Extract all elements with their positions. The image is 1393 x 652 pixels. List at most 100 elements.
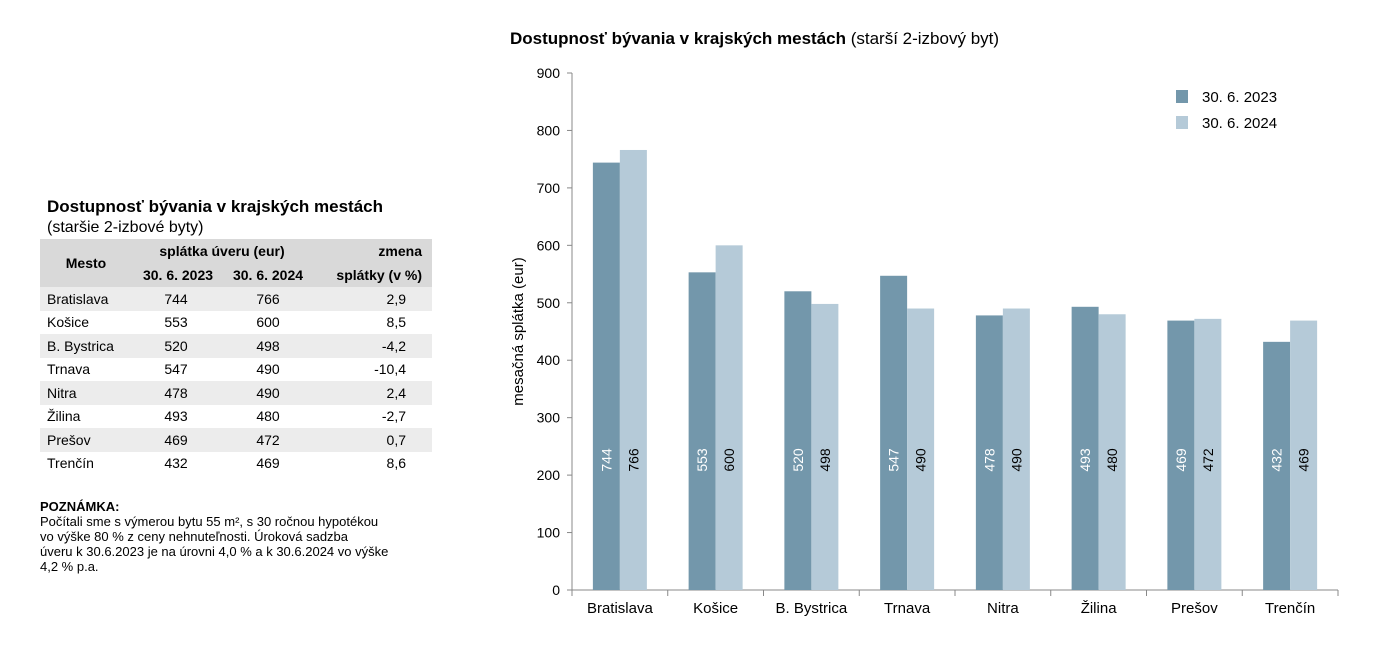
cell-change: 0,7 [312, 428, 432, 452]
cell-city: Nitra [40, 381, 132, 405]
bar-data-label: 432 [1269, 448, 1285, 472]
cell-city: B. Bystrica [40, 334, 132, 358]
cell-city: Prešov [40, 428, 132, 452]
bar-2023 [880, 275, 908, 590]
header-zmena-unit: splátky (v %) [312, 263, 432, 287]
cell-2023: 469 [132, 428, 224, 452]
cell-city: Bratislava [40, 287, 132, 311]
table-subtitle: (staršie 2-izbové byty) [47, 219, 204, 236]
y-axis-title: mesačná splátka (eur) [510, 257, 527, 405]
note-heading: POZNÁMKA: [40, 499, 120, 514]
bar-2024 [1194, 318, 1222, 590]
cell-2023: 547 [164, 361, 188, 378]
bar-2023 [1263, 341, 1291, 590]
y-tick-label: 300 [537, 410, 561, 426]
bar-2024 [619, 149, 647, 590]
cell-2023: 553 [164, 314, 188, 331]
header-zmena: zmena [312, 239, 432, 263]
note-line: 4,2 % p.a. [40, 559, 99, 574]
y-tick-label: 100 [537, 525, 561, 541]
x-tick-label: Trnava [884, 600, 931, 617]
bar-data-label: 493 [1077, 448, 1093, 472]
summary-table: Mesto splátka úveru (eur) zmena 30. 6. 2… [40, 239, 432, 475]
cell-2024: 490 [256, 361, 280, 378]
cell-change: 2,4 [312, 381, 432, 405]
table-title: Dostupnosť bývania v krajských mestách [47, 197, 383, 216]
table-row: Bratislava 744 766 2,9 [40, 287, 432, 311]
cell-2023: 493 [164, 408, 188, 425]
cell-change: 2,9 [312, 287, 432, 311]
y-tick-label: 400 [537, 352, 561, 368]
cell-2024: 472 [224, 428, 312, 452]
bar-2024 [715, 245, 743, 591]
header-date-2023: 30. 6. 2023 [132, 263, 224, 287]
bar-data-label: 600 [721, 448, 737, 472]
bar-data-label: 547 [886, 448, 902, 472]
bar-2023 [688, 272, 716, 590]
x-tick-label: Trenčín [1265, 600, 1315, 617]
bar-2023 [784, 291, 812, 590]
bar-data-label: 744 [598, 448, 614, 472]
table-row: Trnava 547 490 -10,4 [40, 358, 432, 382]
bar-data-label: 553 [694, 448, 710, 472]
x-tick-label: Bratislava [587, 600, 654, 617]
y-tick-label: 200 [537, 467, 561, 483]
bar-chart: mesačná splátka (eur) 0 100 200 300 400 500 600… [510, 65, 1339, 617]
bar-data-label: 490 [1008, 448, 1024, 472]
chart-title-rest: (starší 2-izbový byt) [846, 29, 1000, 48]
cell-city: Žilina [47, 408, 81, 425]
bar-data-label: 766 [625, 448, 641, 472]
y-tick-label: 500 [537, 295, 561, 311]
table-row: Nitra 478 490 2,4 [40, 381, 432, 405]
bar-2024 [811, 303, 839, 590]
cell-city: Košice [47, 314, 90, 331]
table-row: Trenčín 432 469 8,6 [40, 452, 432, 476]
table-row: B. Bystrica 520 498 -4,2 [40, 334, 432, 358]
y-tick-label: 0 [552, 582, 560, 598]
chart-title-bold: Dostupnosť bývania v krajských mestách [510, 29, 846, 48]
y-tick-label: 700 [537, 180, 561, 196]
cell-change: 8,5 [386, 314, 406, 331]
cell-city: Trnava [47, 361, 91, 378]
bar-2023 [975, 315, 1003, 590]
note: POZNÁMKA: Počítali sme s výmerou bytu 55… [40, 499, 440, 574]
x-tick-label: Košice [693, 600, 738, 617]
bar-2023 [592, 162, 620, 590]
bar-data-label: 490 [913, 448, 929, 472]
bar-2024 [1098, 314, 1126, 590]
cell-2024: 480 [256, 408, 280, 425]
cell-change: -2,7 [381, 408, 406, 425]
cell-2023: 744 [132, 287, 224, 311]
note-line: Počítali sme s výmerou bytu 55 m², s 30 … [40, 514, 379, 529]
bar-data-label: 498 [817, 448, 833, 472]
y-tick-label: 600 [537, 237, 561, 253]
bar-2024 [1290, 320, 1318, 590]
y-tick-label: 800 [537, 122, 561, 138]
bar-data-label: 520 [790, 448, 806, 472]
cell-change: -10,4 [374, 361, 406, 378]
note-line: vo výške 80 % z ceny nehnuteľnosti. Úrok… [40, 529, 349, 544]
table-row: Žilina 493 480 -2,7 [40, 405, 432, 429]
x-tick-label: Nitra [987, 600, 1019, 617]
x-tick-label: Žilina [1081, 600, 1118, 617]
table-row: Košice 553 600 8,5 [40, 311, 432, 335]
chart-title: Dostupnosť bývania v krajských mestách (… [510, 28, 999, 50]
bar-data-label: 472 [1200, 448, 1216, 472]
legend-label: 30. 6. 2024 [1202, 115, 1277, 132]
bar-2023 [1071, 306, 1099, 590]
bar-2024 [1002, 308, 1030, 590]
y-tick-label: 900 [537, 65, 561, 81]
cell-2023: 520 [132, 334, 224, 358]
cell-city: Trenčín [47, 455, 94, 472]
cell-2023: 432 [164, 455, 188, 472]
cell-change: -4,2 [312, 334, 432, 358]
legend-label: 30. 6. 2023 [1202, 89, 1277, 106]
header-mesto: Mesto [40, 239, 132, 287]
note-line: úveru k 30.6.2023 je na úrovni 4,0 % a k… [40, 544, 389, 559]
cell-2023: 478 [132, 381, 224, 405]
legend-swatch [1176, 116, 1188, 129]
x-tick-label: B. Bystrica [776, 600, 848, 617]
bar-data-label: 469 [1173, 448, 1189, 472]
legend-swatch [1176, 90, 1188, 103]
bar-data-label: 478 [981, 448, 997, 472]
